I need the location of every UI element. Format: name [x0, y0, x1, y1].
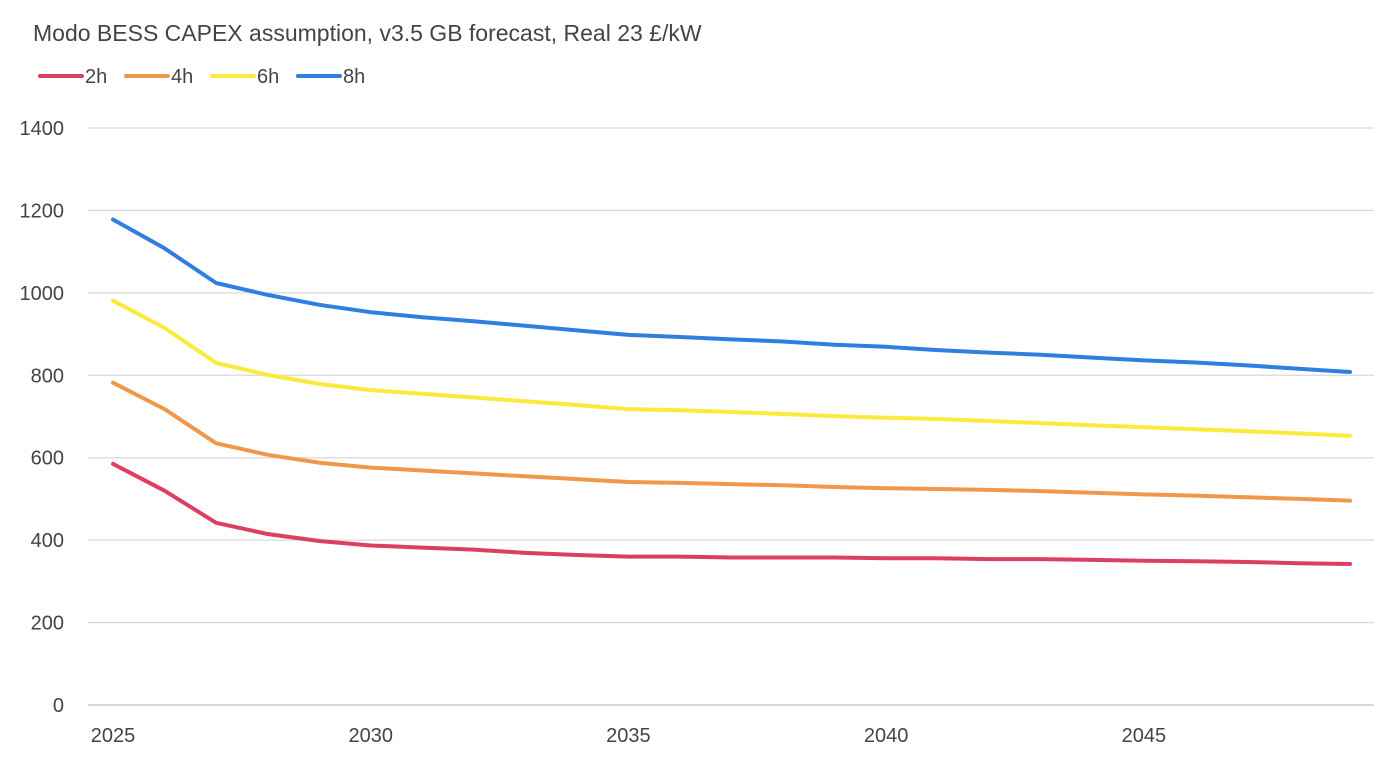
x-tick-label: 2025: [91, 725, 136, 747]
gridlines: [88, 127, 1374, 706]
y-tick-label: 400: [31, 530, 64, 552]
y-tick-label: 1000: [20, 283, 65, 305]
y-axis-tick-labels: 0 200 400 600 800 1000 1200 1400: [20, 118, 65, 717]
legend-item-6h: 6h: [210, 66, 279, 88]
series-line-4h: [111, 380, 1352, 503]
chart-title: Modo BESS CAPEX assumption, v3.5 GB fore…: [33, 20, 702, 46]
chart-legend: 2h 4h 6h 8h: [38, 66, 365, 88]
y-tick-label: 0: [53, 695, 64, 717]
series-lines: [111, 217, 1352, 566]
legend-label: 8h: [343, 66, 365, 88]
x-tick-label: 2035: [606, 725, 651, 747]
legend-item-8h: 8h: [296, 66, 365, 88]
legend-label: 4h: [171, 66, 193, 88]
series-line-2h: [111, 461, 1352, 566]
x-tick-label: 2030: [348, 725, 393, 747]
y-tick-label: 1400: [20, 118, 65, 140]
series-line-6h: [111, 298, 1352, 438]
y-tick-label: 600: [31, 448, 64, 470]
x-tick-label: 2040: [864, 725, 909, 747]
x-tick-label: 2045: [1122, 725, 1167, 747]
y-tick-label: 200: [31, 613, 64, 635]
legend-item-4h: 4h: [124, 66, 193, 88]
legend-label: 6h: [257, 66, 279, 88]
x-axis-tick-labels: 2025 2030 2035 2040 2045: [91, 725, 1166, 747]
y-tick-label: 1200: [20, 200, 65, 222]
series-line-8h: [111, 217, 1352, 374]
legend-label: 2h: [85, 66, 107, 88]
legend-item-2h: 2h: [38, 66, 107, 88]
y-tick-label: 800: [31, 365, 64, 387]
